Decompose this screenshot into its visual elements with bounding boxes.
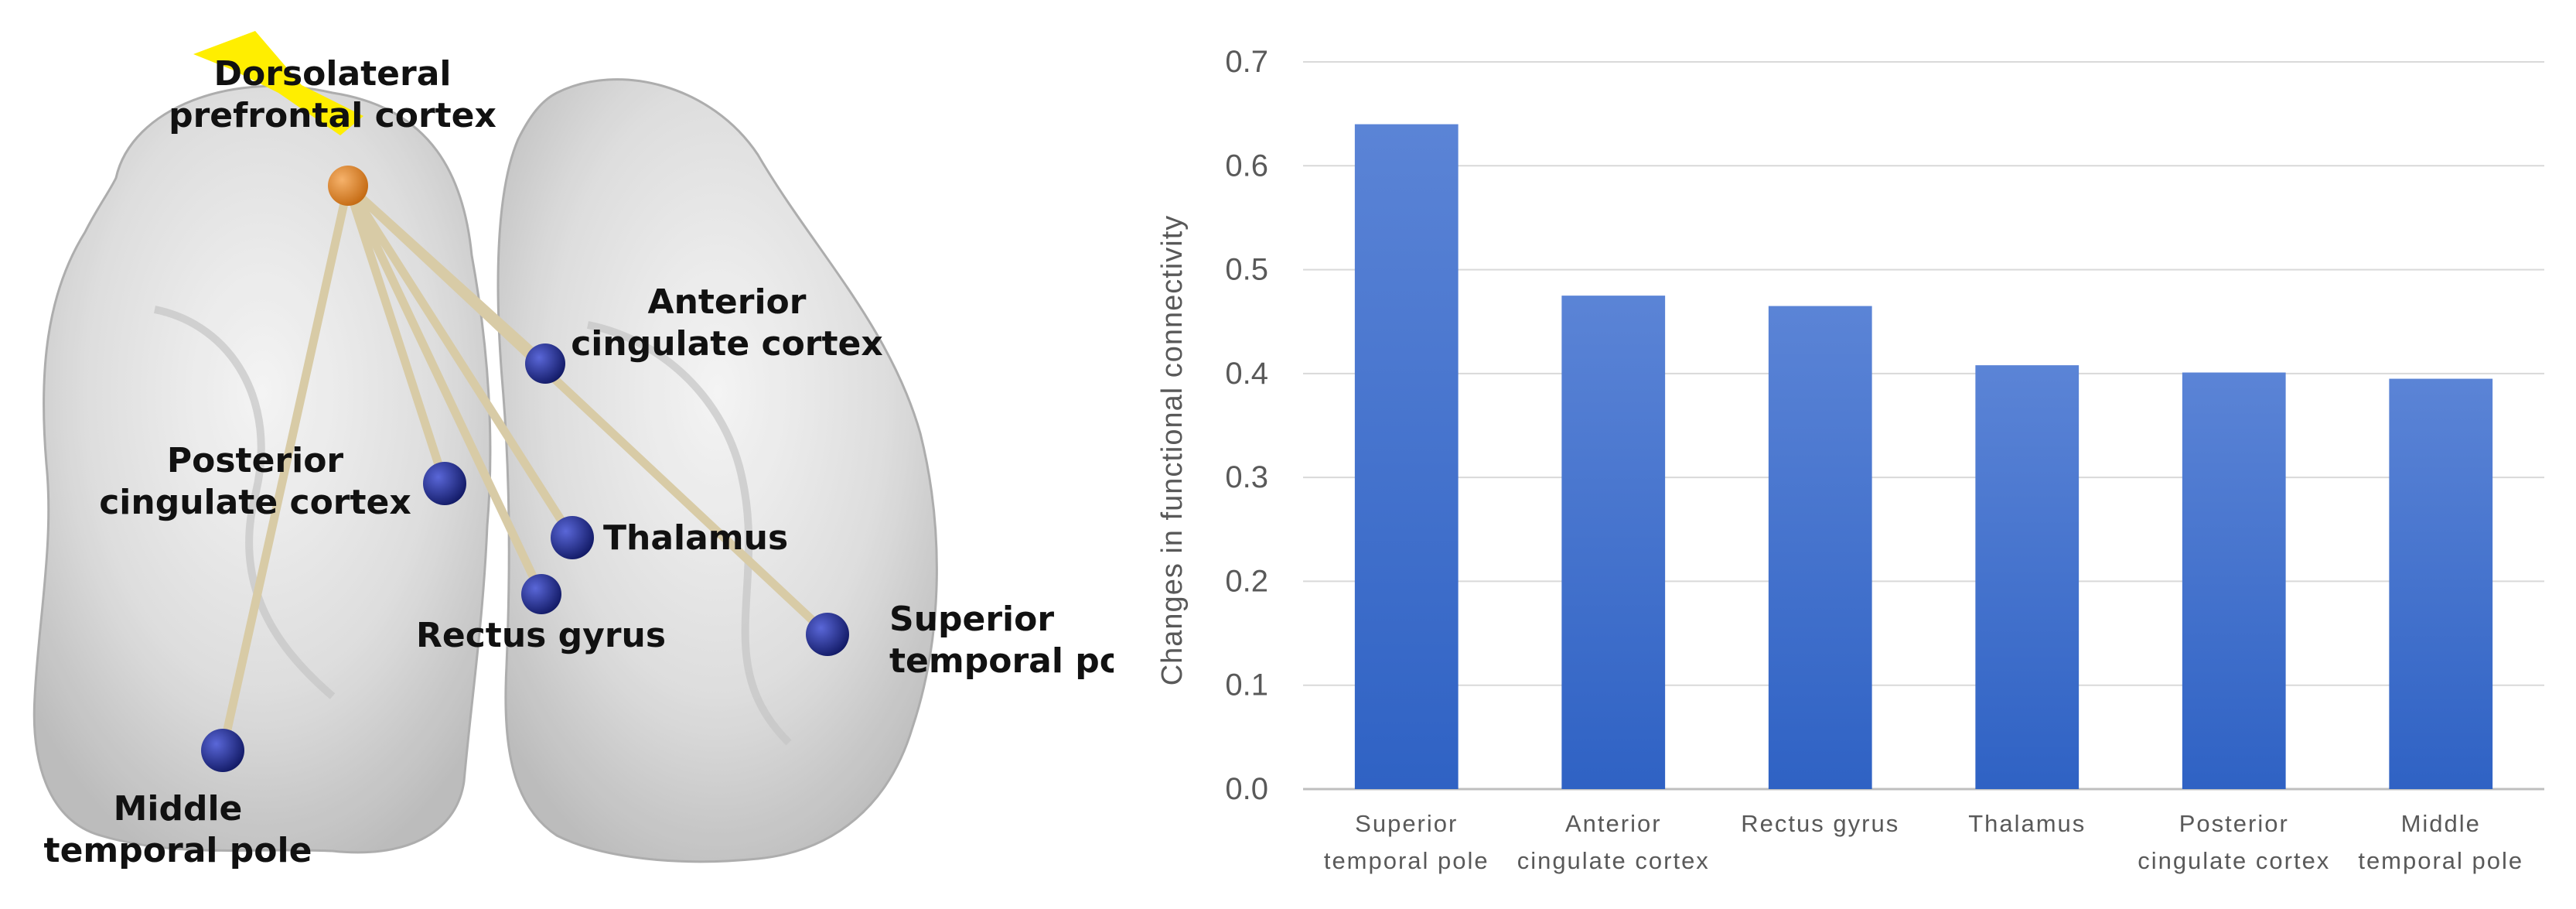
brain-network-diagram: Dorsolateral prefrontal cortex Anterior cin… xyxy=(32,31,1158,870)
connections xyxy=(218,181,832,755)
node-thal xyxy=(551,516,594,559)
seed-marker-icon xyxy=(193,31,363,135)
left-hemisphere-fold xyxy=(154,306,336,699)
y-tick-label: 0.5 xyxy=(1225,253,1268,287)
node-acc xyxy=(525,343,565,384)
node-label-pcc: Posterior cingulate cortex xyxy=(99,441,411,522)
connection-mtp xyxy=(218,181,353,755)
y-axis-title: Changes in functional connectivity xyxy=(1156,215,1189,686)
y-tick-label: 0.4 xyxy=(1225,357,1268,391)
x-category-label: Thalamus xyxy=(1968,810,2086,837)
bar xyxy=(2389,378,2493,790)
gridlines xyxy=(1303,61,2544,791)
connection-stp xyxy=(343,181,832,639)
bar-chart-svg: 0.0 0.1 0.2 0.3 0.4 0.5 0.6 0.7 Superior tempora… xyxy=(1156,45,2544,874)
bar xyxy=(1354,124,1459,790)
node-label-thal: Thalamus xyxy=(603,518,788,558)
x-axis-categories: Superior temporal pole Anterior cingulate c… xyxy=(1324,810,2523,874)
node-dlpfc xyxy=(328,166,368,206)
connection-pcc xyxy=(343,181,449,488)
bar xyxy=(2182,372,2286,789)
connection-thal xyxy=(343,181,577,542)
y-tick-label: 0.3 xyxy=(1225,460,1268,494)
nodes xyxy=(201,166,849,772)
y-axis-ticks: 0.0 0.1 0.2 0.3 0.4 0.5 0.6 0.7 xyxy=(1225,45,1268,806)
node-stp xyxy=(806,613,849,656)
node-rectus xyxy=(521,574,561,614)
brain-connectivity-figure: Dorsolateral prefrontal cortex Anterior cin… xyxy=(0,0,1158,906)
node-label-rectus: Rectus gyrus xyxy=(416,616,666,655)
y-tick-label: 0.0 xyxy=(1225,772,1268,806)
x-category-label: Middle temporal pole xyxy=(2358,810,2523,874)
x-category-label: Posterior cingulate cortex xyxy=(2138,810,2330,874)
bar-chart: 0.0 0.1 0.2 0.3 0.4 0.5 0.6 0.7 Superior tempora… xyxy=(1114,0,2576,906)
node-pcc xyxy=(423,462,466,505)
right-hemisphere xyxy=(496,78,938,863)
node-label-mtp: Middle temporal pole xyxy=(44,789,312,870)
x-category-label: Anterior cingulate cortex xyxy=(1517,810,1710,874)
y-tick-label: 0.6 xyxy=(1225,149,1268,183)
node-labels: Dorsolateral prefrontal cortex Anterior cin… xyxy=(44,54,1158,870)
bar xyxy=(1561,296,1666,790)
y-tick-label: 0.2 xyxy=(1225,564,1268,598)
y-tick-label: 0.7 xyxy=(1225,45,1268,79)
y-tick-label: 0.1 xyxy=(1225,668,1268,702)
bar xyxy=(1975,365,2080,790)
x-category-label: Rectus gyrus xyxy=(1741,810,1899,837)
x-category-label: Superior temporal pole xyxy=(1324,810,1489,874)
node-label-dlpfc: Dorsolateral prefrontal cortex xyxy=(169,54,496,135)
node-mtp xyxy=(201,729,244,772)
connection-rectus xyxy=(343,181,546,599)
right-hemisphere-fold xyxy=(587,321,792,746)
bar xyxy=(1768,306,1872,790)
node-label-acc: Anterior cingulate cortex xyxy=(571,282,883,364)
bars xyxy=(1354,124,2493,790)
